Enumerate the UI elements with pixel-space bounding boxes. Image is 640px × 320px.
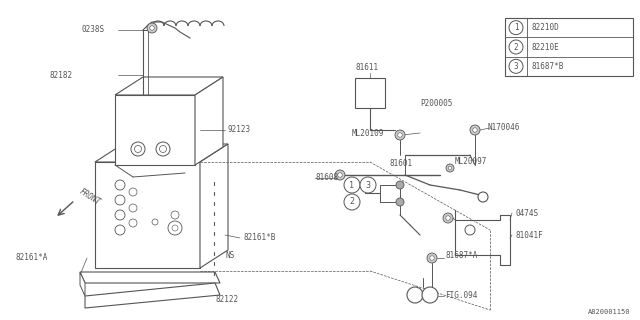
Polygon shape bbox=[195, 77, 223, 165]
Polygon shape bbox=[355, 78, 385, 108]
Circle shape bbox=[129, 219, 137, 227]
Circle shape bbox=[156, 142, 170, 156]
Circle shape bbox=[115, 195, 125, 205]
Text: 82161*A: 82161*A bbox=[15, 253, 47, 262]
Circle shape bbox=[338, 173, 342, 177]
Text: 0474S: 0474S bbox=[515, 209, 538, 218]
Circle shape bbox=[159, 146, 166, 153]
Circle shape bbox=[129, 204, 137, 212]
Circle shape bbox=[509, 21, 523, 35]
Text: 3: 3 bbox=[365, 180, 371, 189]
Text: 81611: 81611 bbox=[355, 63, 378, 73]
Circle shape bbox=[152, 219, 158, 225]
Text: 0238S: 0238S bbox=[82, 26, 105, 35]
Circle shape bbox=[115, 225, 125, 235]
Circle shape bbox=[396, 198, 404, 206]
Circle shape bbox=[129, 188, 137, 196]
Circle shape bbox=[509, 40, 523, 54]
Text: NS: NS bbox=[225, 251, 234, 260]
Circle shape bbox=[147, 23, 157, 33]
Circle shape bbox=[445, 216, 451, 220]
Circle shape bbox=[395, 130, 405, 140]
Text: 81608: 81608 bbox=[315, 173, 338, 182]
Text: 3: 3 bbox=[514, 62, 518, 71]
Circle shape bbox=[429, 256, 435, 260]
Circle shape bbox=[115, 180, 125, 190]
Circle shape bbox=[360, 177, 376, 193]
Bar bbox=[505, 18, 633, 76]
Text: FIG.094: FIG.094 bbox=[445, 292, 477, 300]
Circle shape bbox=[509, 59, 523, 73]
Circle shape bbox=[422, 287, 438, 303]
Text: ML20097: ML20097 bbox=[455, 157, 488, 166]
Text: 82210D: 82210D bbox=[531, 23, 559, 32]
Circle shape bbox=[396, 181, 404, 189]
Circle shape bbox=[168, 221, 182, 235]
Text: 1: 1 bbox=[514, 23, 518, 32]
Circle shape bbox=[335, 170, 345, 180]
Text: 81601: 81601 bbox=[390, 158, 413, 167]
Circle shape bbox=[473, 128, 477, 132]
Circle shape bbox=[470, 125, 480, 135]
Text: N170046: N170046 bbox=[488, 124, 520, 132]
Circle shape bbox=[478, 192, 488, 202]
Text: 2: 2 bbox=[349, 197, 355, 206]
Text: 1: 1 bbox=[349, 180, 355, 189]
Polygon shape bbox=[95, 144, 228, 162]
Text: 81687*A: 81687*A bbox=[445, 251, 477, 260]
Text: ML20109: ML20109 bbox=[352, 129, 385, 138]
Text: 82182: 82182 bbox=[50, 70, 73, 79]
Circle shape bbox=[344, 177, 360, 193]
Text: FRONT: FRONT bbox=[78, 187, 102, 207]
Text: 81041F: 81041F bbox=[515, 230, 543, 239]
Text: P200005: P200005 bbox=[420, 99, 452, 108]
Circle shape bbox=[115, 210, 125, 220]
Circle shape bbox=[131, 142, 145, 156]
Text: 82210E: 82210E bbox=[531, 43, 559, 52]
Circle shape bbox=[443, 213, 453, 223]
Text: A820001150: A820001150 bbox=[588, 309, 630, 315]
Polygon shape bbox=[85, 283, 220, 308]
Circle shape bbox=[427, 253, 437, 263]
Circle shape bbox=[171, 211, 179, 219]
Circle shape bbox=[397, 133, 403, 137]
Circle shape bbox=[465, 225, 475, 235]
Circle shape bbox=[448, 166, 452, 170]
Circle shape bbox=[446, 164, 454, 172]
Circle shape bbox=[172, 225, 178, 231]
Text: 82161*B: 82161*B bbox=[243, 234, 275, 243]
Circle shape bbox=[344, 194, 360, 210]
Polygon shape bbox=[80, 272, 220, 283]
Polygon shape bbox=[115, 77, 223, 95]
Text: 82122: 82122 bbox=[215, 294, 238, 303]
Polygon shape bbox=[95, 162, 200, 268]
Polygon shape bbox=[80, 272, 85, 296]
Polygon shape bbox=[200, 144, 228, 268]
Circle shape bbox=[150, 26, 154, 30]
Circle shape bbox=[407, 287, 423, 303]
Circle shape bbox=[134, 146, 141, 153]
Polygon shape bbox=[115, 95, 195, 165]
Text: 81687*B: 81687*B bbox=[531, 62, 563, 71]
Text: 2: 2 bbox=[514, 43, 518, 52]
Text: 92123: 92123 bbox=[228, 125, 251, 134]
